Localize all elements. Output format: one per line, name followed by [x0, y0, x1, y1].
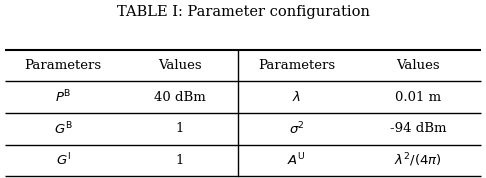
Text: $P^\mathrm{B}$: $P^\mathrm{B}$ [55, 89, 71, 106]
Text: Values: Values [158, 59, 202, 72]
Text: $\lambda$: $\lambda$ [292, 90, 301, 104]
Text: $G^\mathrm{B}$: $G^\mathrm{B}$ [54, 121, 72, 137]
Text: TABLE I: Parameter configuration: TABLE I: Parameter configuration [117, 5, 369, 19]
Text: 0.01 m: 0.01 m [395, 91, 441, 104]
Text: Parameters: Parameters [25, 59, 102, 72]
Text: 40 dBm: 40 dBm [154, 91, 206, 104]
Text: 1: 1 [176, 154, 184, 167]
Text: $G^\mathrm{I}$: $G^\mathrm{I}$ [56, 152, 70, 169]
Text: $A^\mathrm{U}$: $A^\mathrm{U}$ [287, 152, 306, 169]
Text: $\lambda^2/(4\pi)$: $\lambda^2/(4\pi)$ [394, 152, 442, 169]
Text: Values: Values [396, 59, 440, 72]
Text: -94 dBm: -94 dBm [390, 122, 446, 135]
Text: Parameters: Parameters [258, 59, 335, 72]
Text: 1: 1 [176, 122, 184, 135]
Text: $\sigma^2$: $\sigma^2$ [289, 121, 305, 137]
